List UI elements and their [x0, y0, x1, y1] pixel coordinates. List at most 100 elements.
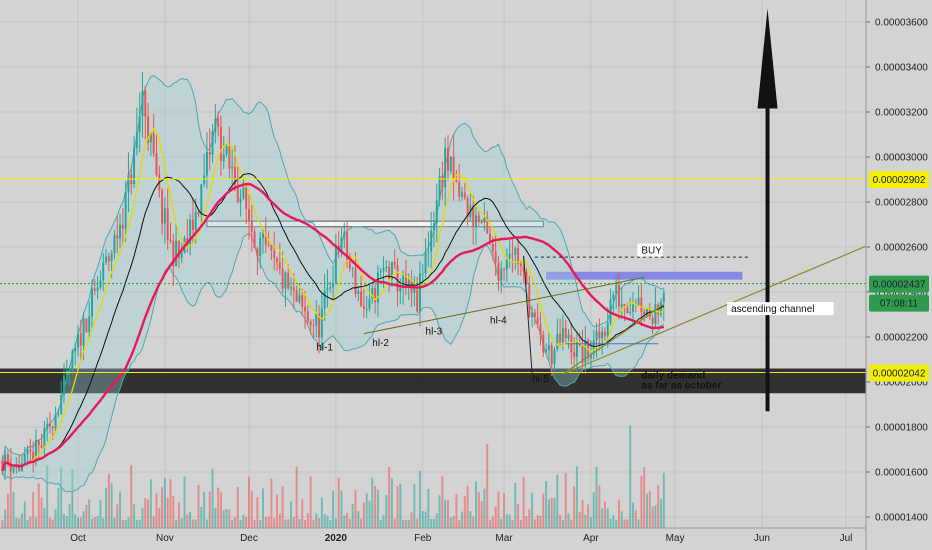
candle-body: [233, 166, 236, 186]
volume-bar: [547, 499, 550, 528]
volume-bar: [601, 508, 604, 528]
candle-body: [511, 253, 514, 255]
bollinger-upper: [1, 74, 664, 472]
candle-body: [567, 335, 570, 339]
candle-body: [452, 156, 455, 179]
volume-bar: [147, 499, 150, 528]
volume-bar: [609, 518, 612, 528]
candle-body: [138, 116, 141, 133]
candle-body: [169, 239, 172, 241]
candle-body: [211, 131, 214, 155]
price-label-timer: 07:08:11: [880, 299, 919, 310]
candle-body: [382, 268, 385, 272]
volume-bar: [455, 494, 458, 528]
candle-body: [57, 413, 60, 415]
candle-body: [71, 351, 74, 370]
volume-bar: [578, 511, 581, 528]
volume-bar: [231, 519, 234, 528]
volume-bar: [620, 511, 623, 528]
volume-bar: [102, 518, 105, 528]
candle-body: [93, 288, 96, 291]
ma-black: [1, 172, 665, 472]
volume-bar: [427, 488, 430, 528]
candle-body: [245, 187, 248, 210]
volume-bar: [343, 515, 346, 528]
candle-body: [172, 240, 175, 267]
time-tick-label: Mar: [495, 533, 513, 544]
annotation-hl-4: hl-4: [490, 315, 507, 326]
volume-bar: [575, 466, 578, 528]
candle-body: [595, 331, 598, 341]
candle-body: [205, 151, 208, 176]
volume-bar: [371, 477, 374, 528]
volume-bar: [416, 518, 419, 528]
volume-bar: [222, 509, 225, 528]
volume-bar: [525, 516, 528, 528]
volume-bar: [309, 476, 312, 528]
candle-body: [284, 272, 287, 289]
volume-bar: [323, 513, 326, 528]
candle-body: [326, 287, 329, 291]
volume-bar: [640, 475, 643, 528]
volume-bar: [217, 487, 220, 528]
candle-body: [612, 294, 615, 300]
volume-bar: [432, 518, 435, 528]
candle-body: [646, 308, 648, 316]
volume-bar: [135, 519, 138, 528]
volume-bar: [461, 511, 463, 528]
volume-bar: [18, 518, 21, 528]
volume-bar: [500, 518, 503, 528]
candle-body: [74, 347, 77, 352]
candle-body: [110, 253, 113, 262]
candle-body: [654, 304, 657, 324]
volume-bar: [298, 518, 301, 528]
volume-bar: [40, 497, 43, 528]
candle-body: [189, 219, 192, 246]
volume-bar: [51, 519, 54, 528]
candle-body: [247, 209, 250, 222]
candle-body: [603, 331, 606, 336]
candle-body: [329, 287, 332, 289]
candle-body: [438, 175, 441, 201]
candle-body: [399, 287, 402, 292]
volume-bar: [256, 497, 259, 528]
volume-bar: [63, 513, 65, 528]
annotation-hl-1: hl-1: [316, 342, 333, 353]
volume-bar: [71, 469, 74, 528]
annotation-buy: BUY: [641, 246, 662, 257]
volume-bar: [539, 515, 542, 528]
volume-bar: [113, 517, 116, 528]
volume-bar: [469, 511, 472, 528]
volume-bar: [646, 493, 648, 528]
volume-bar: [79, 517, 82, 528]
volume-bar: [29, 516, 32, 528]
time-axis[interactable]: Oct Nov Dec 2020 Feb Mar Apr May Jun Jul: [0, 527, 866, 544]
candle-body: [615, 284, 618, 295]
volume-bar: [292, 516, 295, 528]
candle-body: [273, 250, 276, 259]
volume-bar: [435, 513, 438, 528]
candle-body: [620, 304, 623, 307]
volume-bar: [91, 518, 93, 528]
candle-body: [651, 317, 654, 324]
volume-bar: [26, 519, 29, 528]
volume-bar: [208, 491, 211, 528]
candle-body: [458, 181, 461, 197]
price-tick-label: 0.00001600: [875, 468, 928, 479]
price-label-green: 0.00002437: [873, 280, 926, 291]
volume-bar: [43, 507, 46, 528]
candle-body: [550, 345, 553, 365]
volume-bar: [228, 509, 231, 528]
drawings: [0, 8, 889, 412]
price-axis[interactable]: 0.00003600 0.00003400 0.00003200 0.00003000…: [865, 0, 928, 550]
price-axis-panel[interactable]: [866, 0, 932, 550]
candle-body: [416, 288, 419, 312]
annotations: hl-1 hl-2 hl-3 hl-4 hl-5 BUY ascending channel…: [316, 243, 834, 392]
candle-body: [643, 311, 646, 316]
volume-bar: [93, 517, 96, 528]
candle-body: [197, 211, 200, 215]
volume-bar: [197, 484, 200, 528]
candle-body: [662, 293, 665, 303]
volume-bar: [82, 511, 85, 528]
candle-body: [20, 463, 23, 472]
